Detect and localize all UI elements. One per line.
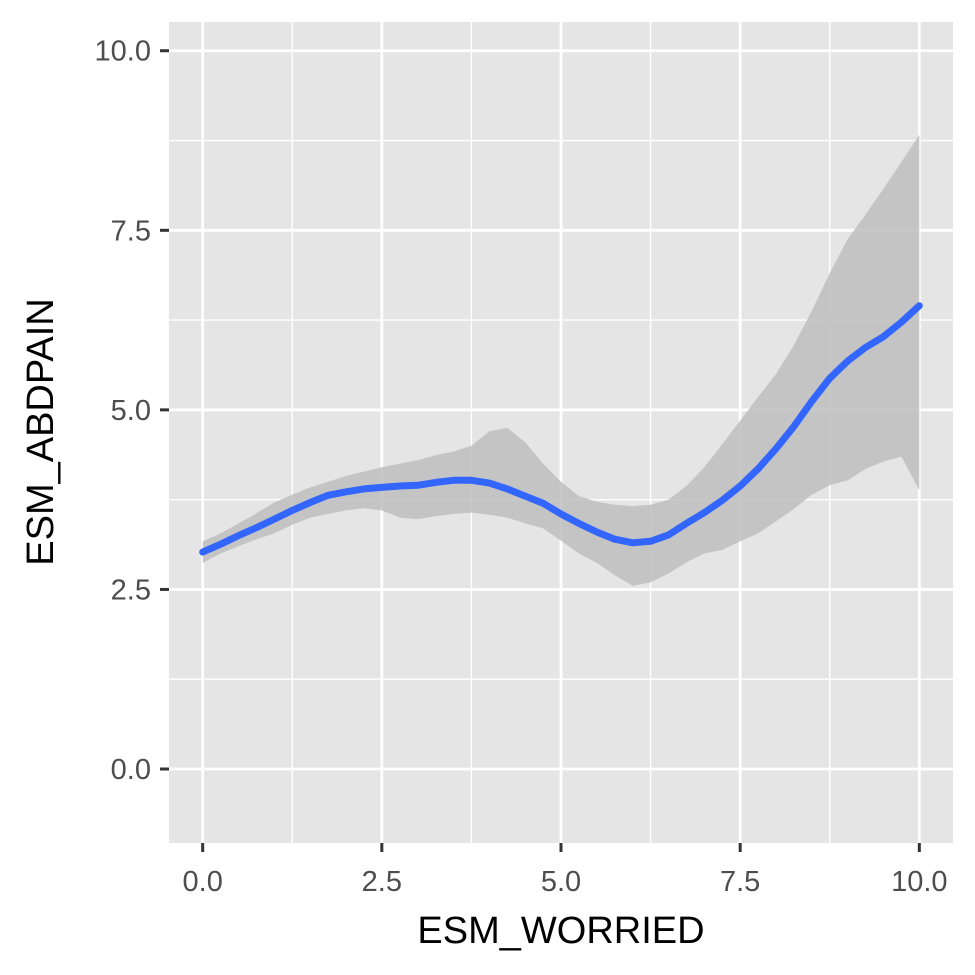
- y-tick-label: 10.0: [95, 36, 151, 68]
- y-tick-label: 2.5: [111, 574, 151, 606]
- y-tick-label: 5.0: [111, 395, 151, 427]
- x-tick-label: 5.0: [541, 866, 581, 898]
- confidence-ribbon: [202, 134, 920, 586]
- x-tick-label: 10.0: [891, 866, 947, 898]
- y-tick-label: 7.5: [111, 215, 151, 247]
- x-tick-label: 7.5: [720, 866, 760, 898]
- y-axis-title: ESM_ABDPAIN: [20, 298, 62, 565]
- smooth-line: [199, 302, 923, 556]
- x-tick-label: 0.0: [183, 866, 223, 898]
- x-axis-title: ESM_WORRIED: [417, 910, 704, 952]
- y-tick-label: 0.0: [111, 754, 151, 786]
- x-tick-label: 2.5: [362, 866, 402, 898]
- axes: 0.0 0.0 2.5 2.5 5.0 5.0 7.5 7.5 10.0 10.0: [95, 36, 948, 898]
- series-layer: [199, 134, 923, 586]
